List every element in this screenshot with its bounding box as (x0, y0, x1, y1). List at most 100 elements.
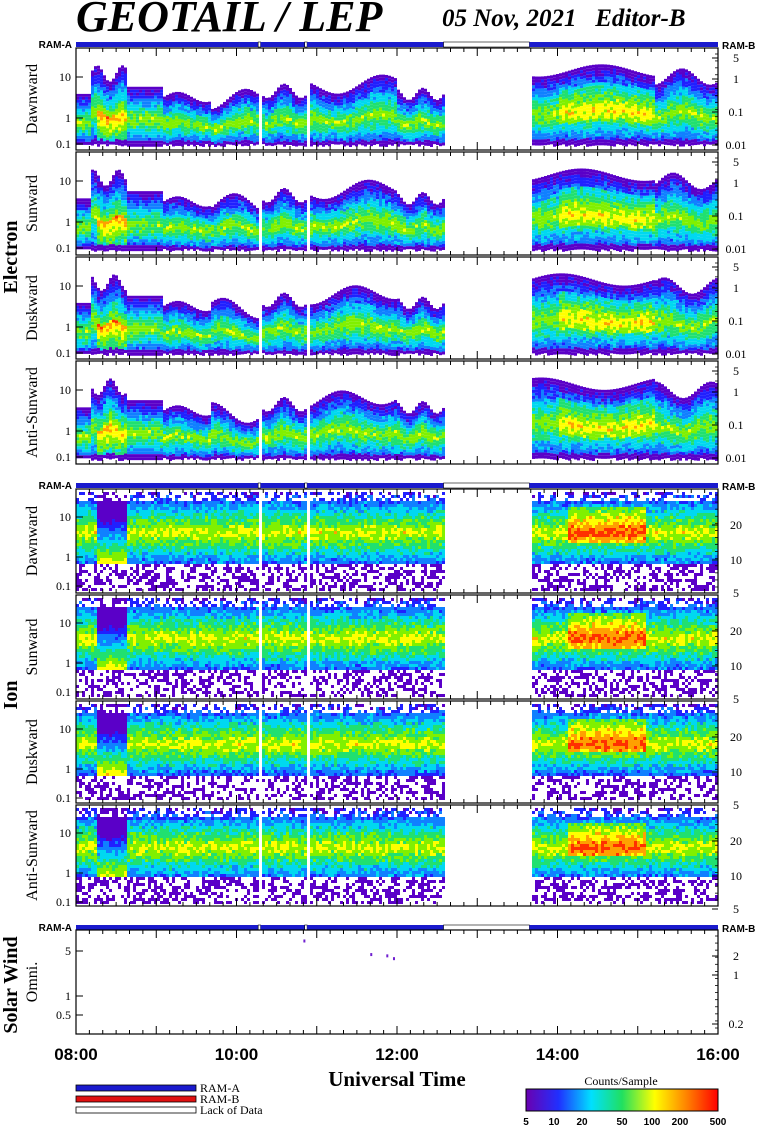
spectrogram-cell (637, 96, 640, 99)
spectrogram-cell (79, 133, 82, 136)
spectrogram-cell (568, 128, 571, 131)
spectrogram-cell (97, 236, 100, 239)
spectrogram-cell (691, 133, 694, 136)
spectrogram-cell (607, 74, 610, 77)
spectrogram-cell (310, 95, 313, 98)
spectrogram-cell (427, 113, 430, 116)
spectrogram-cell (538, 86, 541, 89)
spectrogram-cell (88, 127, 91, 130)
spectrogram-cell (409, 118, 412, 121)
spectrogram-cell (616, 120, 619, 123)
spectrogram-cell (364, 113, 367, 116)
spectrogram-cell (103, 138, 106, 141)
spectrogram-cell (91, 140, 94, 143)
spectrogram-cell (334, 106, 337, 109)
spectrogram-cell (640, 103, 643, 106)
spectrogram-cell (553, 126, 556, 129)
spectrogram-cell (592, 128, 595, 131)
spectrogram-cell (403, 115, 406, 118)
spectrogram-cell (652, 85, 655, 88)
spectrogram-cell (535, 137, 538, 140)
spectrogram-cell (94, 78, 97, 81)
spectrogram-cell (85, 133, 88, 136)
spectrogram-cell (655, 132, 658, 135)
spectrogram-cell (373, 79, 376, 82)
spectrogram-cell (196, 103, 199, 106)
spectrogram-cell (256, 112, 259, 115)
spectrogram-cell (133, 203, 136, 206)
ram-segment (444, 42, 530, 47)
spectrogram-cell (586, 87, 589, 90)
spectrogram-cell (313, 100, 316, 103)
spectrogram-cell (604, 70, 607, 73)
spectrogram-cell (550, 84, 553, 87)
spectrogram-cell (205, 138, 208, 141)
spectrogram-cell (175, 125, 178, 128)
spectrogram-cell (352, 100, 355, 103)
spectrogram-cell (562, 114, 565, 117)
spectrogram-cell (619, 100, 622, 103)
spectrogram-cell (136, 239, 139, 242)
spectrogram-cell (676, 93, 679, 96)
spectrogram-cell (295, 126, 298, 129)
spectrogram-cell (661, 105, 664, 108)
spectrogram-cell (250, 96, 253, 99)
spectrogram-cell (370, 98, 373, 101)
spectrogram-cell (112, 187, 115, 190)
spectrogram-cell (163, 103, 166, 106)
spectrogram-cell (568, 77, 571, 80)
spectrogram-cell (223, 102, 226, 105)
spectrogram-cell (247, 89, 250, 92)
spectrogram-cell (166, 140, 169, 143)
spectrogram-cell (415, 96, 418, 99)
spectrogram-cell (556, 119, 559, 122)
spectrogram-cell (319, 121, 322, 124)
spectrogram-cell (337, 94, 340, 97)
spectrogram-cell (136, 96, 139, 99)
spectrogram-cell (607, 101, 610, 104)
spectrogram-cell (631, 91, 634, 94)
spectrogram-cell (343, 93, 346, 96)
spectrogram-cell (103, 246, 106, 249)
spectrogram-cell (682, 132, 685, 135)
spectrogram-cell (574, 99, 577, 102)
spectrogram-cell (79, 130, 82, 133)
spectrogram-cell (199, 107, 202, 110)
spectrogram-cell (265, 128, 268, 131)
spectrogram-cell (121, 128, 124, 131)
spectrogram-cell (700, 84, 703, 87)
spectrogram-cell (199, 119, 202, 122)
spectrogram-cell (403, 106, 406, 109)
spectrogram-cell (340, 102, 343, 105)
spectrogram-cell (616, 123, 619, 126)
y-left-tick-label: 1 (65, 111, 71, 125)
spectrogram-cell (376, 135, 379, 138)
spectrogram-cell (433, 138, 436, 141)
spectrogram-cell (85, 109, 88, 112)
spectrogram-cell (277, 114, 280, 117)
spectrogram-cell (541, 97, 544, 100)
spectrogram-cell (553, 78, 556, 81)
spectrogram-cell (178, 119, 181, 122)
spectrogram-cell (151, 114, 154, 117)
spectrogram-cell (298, 140, 301, 143)
spectrogram-cell (433, 108, 436, 111)
spectrogram-cell (709, 94, 712, 97)
spectrogram-cell (436, 100, 439, 103)
spectrogram-cell (199, 113, 202, 116)
spectrogram-cell (634, 98, 637, 101)
spectrogram-cell (148, 102, 151, 105)
spectrogram-cell (616, 69, 619, 72)
spectrogram-cell (121, 248, 124, 251)
spectrogram-cell (319, 106, 322, 109)
spectrogram-cell (580, 130, 583, 133)
spectrogram-cell (682, 69, 685, 72)
spectrogram-cell (415, 120, 418, 123)
spectrogram-cell (193, 113, 196, 116)
spectrogram-cell (100, 188, 103, 191)
spectrogram-cell (421, 121, 424, 124)
spectrogram-cell (661, 132, 664, 135)
spectrogram-cell (103, 93, 106, 96)
spectrogram-cell (169, 120, 172, 123)
spectrogram-cell (598, 142, 601, 145)
